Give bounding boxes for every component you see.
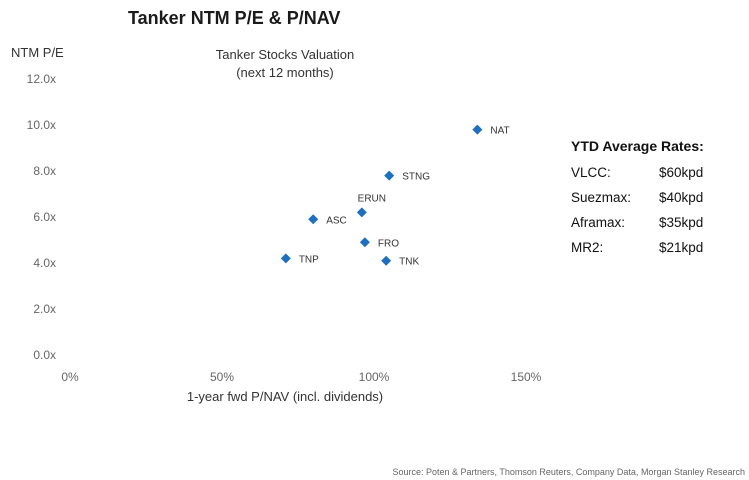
page-title: Tanker NTM P/E & P/NAV (128, 8, 341, 28)
data-point-label: ASC (326, 215, 347, 226)
rate-value: $21kpd (659, 240, 704, 255)
rates-header: YTD Average Rates: (571, 138, 704, 154)
x-tick-label: 50% (210, 370, 234, 384)
rates-box: YTD Average Rates: VLCC: $60kpd Suezmax:… (571, 138, 719, 260)
y-axis-label: NTM P/E (11, 45, 64, 60)
y-tick-label: 6.0x (33, 210, 56, 224)
y-tick-label: 8.0x (33, 164, 56, 178)
y-tick-label: 2.0x (33, 302, 56, 316)
data-point-marker (359, 237, 370, 248)
y-tick-label: 0.0x (33, 348, 56, 362)
data-point-label: TNK (399, 257, 419, 268)
x-tick-label: 0% (61, 370, 79, 384)
chart-subtitle: (next 12 months) (236, 65, 334, 80)
rate-name: Aframax: (571, 215, 626, 230)
data-point-label: FRO (378, 238, 399, 249)
chart-title: Tanker Stocks Valuation (next 12 months) (180, 46, 390, 82)
rate-value: $35kpd (659, 215, 704, 230)
data-point-marker (356, 207, 367, 218)
rate-value: $60kpd (659, 165, 704, 180)
rate-row: MR2: $21kpd (571, 235, 719, 260)
rate-name: MR2: (571, 240, 604, 255)
x-tick-label: 100% (359, 370, 390, 384)
data-point-label: ERUN (358, 193, 386, 204)
x-axis-label: 1-year fwd P/NAV (incl. dividends) (186, 389, 384, 404)
data-point-label: NAT (490, 126, 509, 137)
y-tick-label: 10.0x (27, 118, 56, 132)
data-point-marker (381, 255, 392, 266)
rate-value: $40kpd (659, 190, 704, 205)
rate-name: VLCC: (571, 165, 611, 180)
y-tick-label: 4.0x (33, 256, 56, 270)
data-point-marker (472, 124, 483, 135)
chart-title-line: Tanker Stocks Valuation (215, 47, 355, 62)
data-point-marker (280, 253, 291, 264)
x-tick-label: 150% (511, 370, 542, 384)
rate-row: Aframax: $35kpd (571, 210, 719, 235)
rate-name: Suezmax: (571, 190, 632, 205)
rate-row: Suezmax: $40kpd (571, 185, 719, 210)
data-point-label: STNG (402, 172, 430, 183)
data-point-marker (384, 170, 395, 181)
rate-row: VLCC: $60kpd (571, 160, 719, 185)
data-point-label: TNP (299, 254, 319, 265)
data-point-marker (308, 214, 319, 225)
y-tick-label: 12.0x (27, 72, 56, 86)
source-note: Source: Poten & Partners, Thomson Reuter… (392, 467, 745, 477)
